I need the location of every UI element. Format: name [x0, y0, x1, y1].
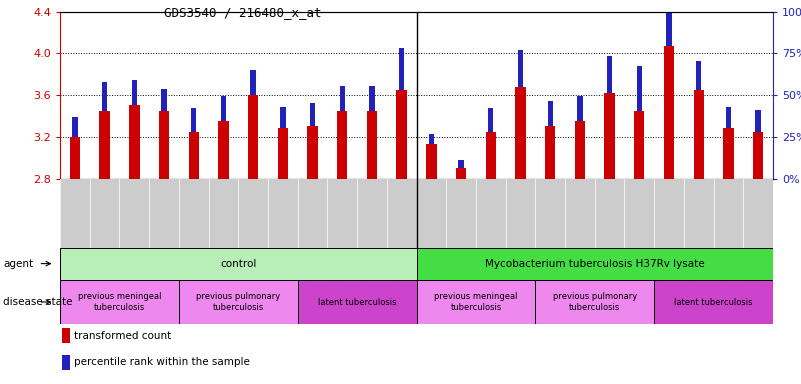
Text: percentile rank within the sample: percentile rank within the sample [74, 358, 250, 367]
Bar [726, 107, 731, 129]
Bar [161, 89, 167, 111]
Bar [60, 280, 179, 324]
Bar [102, 82, 107, 111]
Bar [548, 101, 553, 126]
Bar [488, 108, 493, 132]
Text: latent tuberculosis: latent tuberculosis [674, 298, 753, 306]
Text: transformed count: transformed count [74, 331, 171, 341]
Bar [248, 95, 259, 179]
Bar [310, 103, 316, 126]
Bar [485, 132, 496, 179]
Bar [218, 121, 228, 179]
Bar [429, 134, 434, 144]
Text: previous pulmonary
tuberculosis: previous pulmonary tuberculosis [196, 292, 280, 312]
Bar [456, 168, 466, 179]
Bar [60, 248, 417, 280]
Bar [417, 280, 535, 324]
Bar [251, 70, 256, 95]
Bar [666, 13, 672, 46]
Bar [340, 86, 345, 111]
Bar [159, 111, 169, 179]
Text: previous meningeal
tuberculosis: previous meningeal tuberculosis [78, 292, 161, 312]
Bar [426, 144, 437, 179]
Text: disease state: disease state [3, 297, 73, 307]
Bar [535, 280, 654, 324]
Bar [308, 126, 318, 179]
Bar [755, 110, 761, 132]
Bar [337, 111, 348, 179]
Bar [637, 66, 642, 111]
Bar [278, 129, 288, 179]
Bar [188, 132, 199, 179]
Bar [298, 280, 417, 324]
Bar [417, 248, 773, 280]
Bar [99, 111, 110, 179]
Bar [179, 280, 298, 324]
Text: GDS3540 / 216480_x_at: GDS3540 / 216480_x_at [164, 6, 322, 19]
Bar [578, 96, 582, 121]
Bar [605, 93, 615, 179]
Bar [280, 107, 285, 129]
Bar [70, 137, 80, 179]
Bar [62, 328, 70, 343]
Text: previous pulmonary
tuberculosis: previous pulmonary tuberculosis [553, 292, 637, 312]
Bar [545, 126, 555, 179]
Bar [367, 111, 377, 179]
Bar [723, 129, 734, 179]
Bar [399, 48, 405, 90]
Bar [396, 90, 407, 179]
Text: control: control [220, 258, 256, 269]
Bar [634, 111, 645, 179]
Bar [517, 50, 523, 87]
Bar [129, 106, 139, 179]
Bar [753, 132, 763, 179]
Bar [62, 354, 70, 370]
Bar [515, 87, 525, 179]
Bar [72, 117, 78, 137]
Bar [221, 96, 226, 121]
Bar [607, 56, 612, 93]
Bar [191, 108, 196, 132]
Text: latent tuberculosis: latent tuberculosis [318, 298, 396, 306]
Bar [574, 121, 585, 179]
Bar [694, 90, 704, 179]
Bar [696, 61, 702, 90]
Text: Mycobacterium tuberculosis H37Rv lysate: Mycobacterium tuberculosis H37Rv lysate [485, 258, 705, 269]
Text: previous meningeal
tuberculosis: previous meningeal tuberculosis [434, 292, 517, 312]
Bar [458, 160, 464, 168]
Bar [369, 86, 375, 111]
Bar [131, 80, 137, 106]
Bar [654, 280, 773, 324]
Text: agent: agent [3, 258, 34, 269]
Bar [664, 46, 674, 179]
